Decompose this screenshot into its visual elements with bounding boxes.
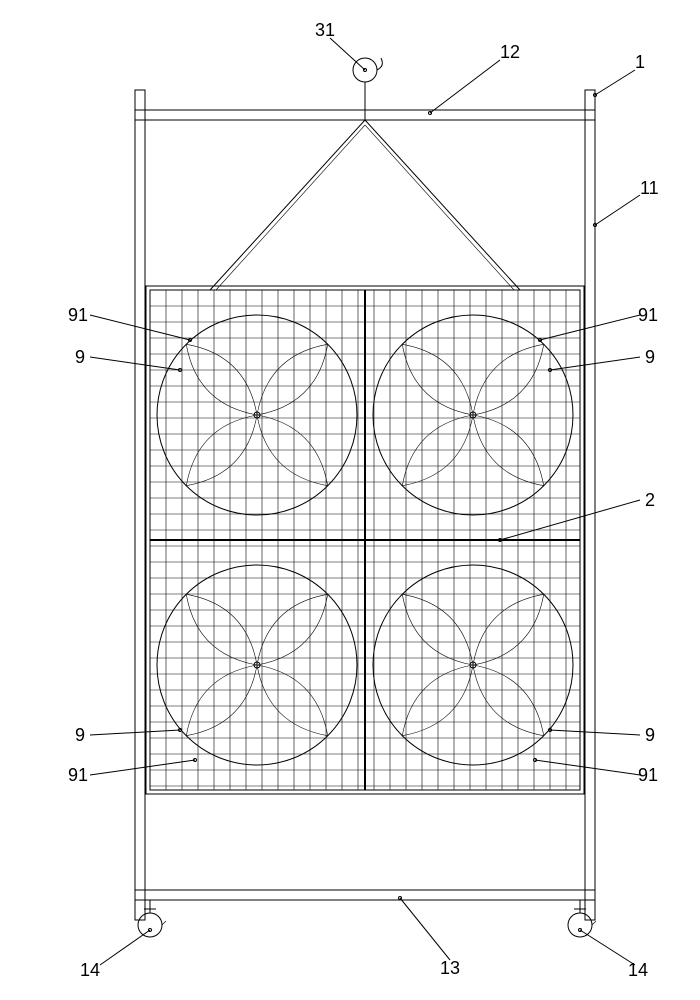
label-1: 1	[635, 52, 645, 73]
label-14-l: 14	[80, 960, 100, 981]
label-91-bl: 91	[68, 765, 88, 786]
label-9-tl: 9	[75, 347, 85, 368]
fan-1	[373, 315, 573, 515]
label-11: 11	[640, 178, 659, 199]
label-91-br: 91	[638, 765, 658, 786]
label-13: 13	[440, 958, 460, 979]
fan-2	[157, 565, 357, 765]
label-9-bl: 9	[75, 725, 85, 746]
label-9-br: 9	[645, 725, 655, 746]
fan-3	[373, 565, 573, 765]
label-12: 12	[500, 42, 520, 63]
fan-0	[157, 315, 357, 515]
label-2: 2	[645, 490, 655, 511]
label-14-r: 14	[628, 960, 648, 981]
label-9-tr: 9	[645, 347, 655, 368]
label-91-tr: 91	[638, 305, 658, 326]
label-31: 31	[315, 20, 335, 41]
label-91-tl: 91	[68, 305, 88, 326]
